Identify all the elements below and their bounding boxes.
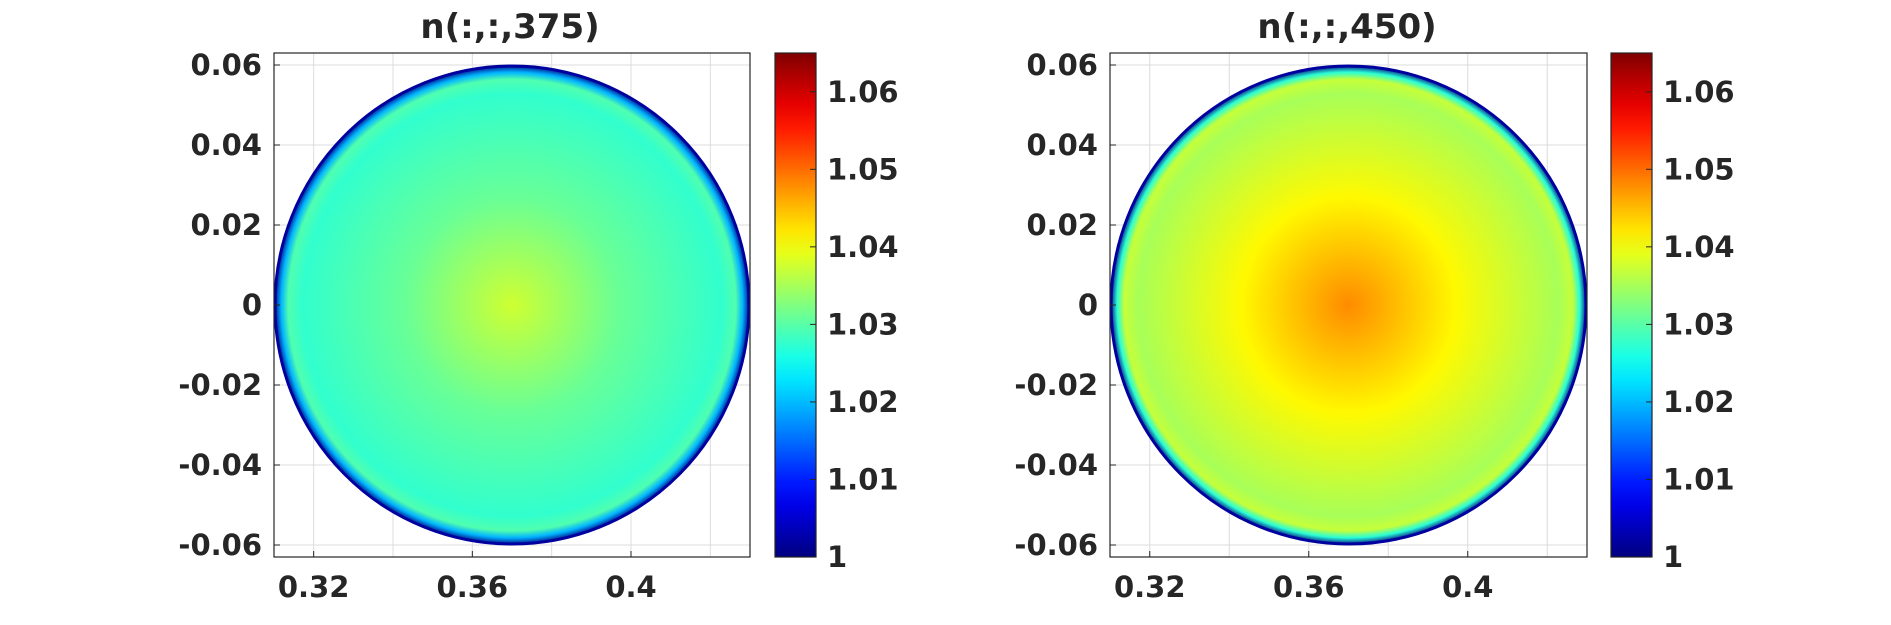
y-tick-label: -0.02 [1014,368,1098,402]
colorbar-tick-label: 1.02 [1663,385,1735,419]
x-tick-label: 0.4 [605,570,656,604]
x-tick-label: 0.36 [1273,570,1345,604]
colorbar-tick-label: 1.03 [1663,307,1735,341]
y-tick-label: 0.04 [190,128,262,162]
colorbar-tick-label: 1.03 [827,307,899,341]
panel-n375: n(:,:,375) 0.32 0.36 0.4 -0.06 -0.04 -0.02 0 0.… [178,7,898,604]
x-tick-label: 0.36 [437,570,509,604]
field-disk [1110,65,1587,545]
y-tick-label: 0.06 [1026,48,1098,82]
x-tick-label: 0.32 [1114,570,1186,604]
y-tick-label: -0.04 [1014,448,1098,482]
colorbar-tick-label: 1.02 [827,385,899,419]
y-tick-label: 0.02 [1026,208,1098,242]
colorbar-tick-label: 1 [1663,540,1683,574]
panel-title: n(:,:,450) [1257,7,1436,47]
colorbar-tick-label: 1 [827,540,847,574]
colorbar-tick-label: 1.06 [827,75,899,109]
colorbar-tick-label: 1.01 [827,462,899,496]
colorbar-tick-label: 1.04 [1663,230,1735,264]
colorbar-tick-label: 1.05 [827,152,899,186]
colorbar-tick-label: 1.01 [1663,462,1735,496]
y-tick-label: 0 [242,288,262,322]
colorbar-tick-label: 1.04 [827,230,899,264]
y-tick-label: 0.04 [1026,128,1098,162]
y-tick-label: -0.02 [178,368,262,402]
panel-title: n(:,:,375) [420,7,599,47]
colorbar-tick-label: 1.06 [1663,75,1735,109]
x-tick-label: 0.32 [278,570,350,604]
colorbar [774,52,817,558]
y-tick-label: -0.06 [1014,528,1098,562]
y-tick-label: -0.06 [178,528,262,562]
colorbar-tick-label: 1.05 [1663,152,1735,186]
field-disk [274,65,750,545]
y-tick-label: 0.06 [190,48,262,82]
y-tick-label: 0.02 [190,208,262,242]
x-tick-label: 0.4 [1442,570,1493,604]
y-tick-label: -0.04 [178,448,262,482]
panel-n450: n(:,:,450) 0.32 0.36 0.4 -0.06 -0.04 -0.02 0 0.… [1014,7,1734,604]
y-tick-label: 0 [1078,288,1098,322]
colorbar [1610,52,1653,558]
